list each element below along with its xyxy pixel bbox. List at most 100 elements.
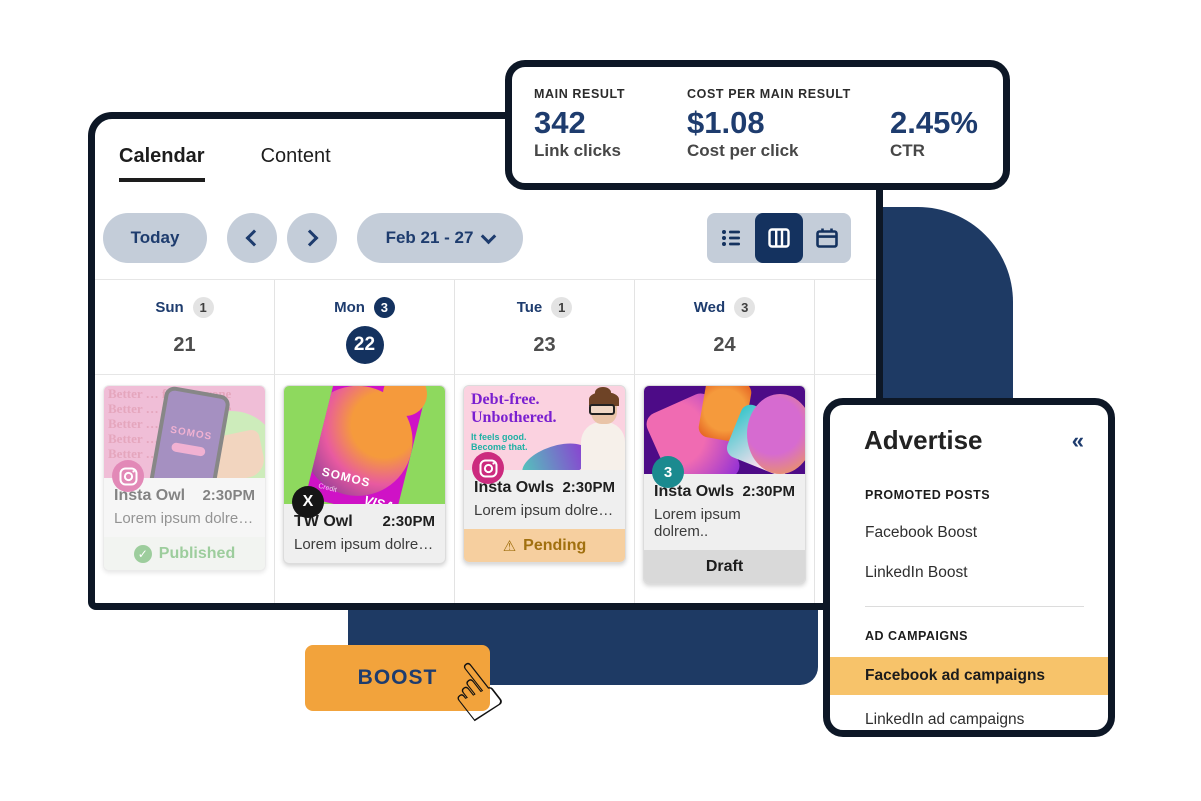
next-week-button[interactable] xyxy=(287,213,337,263)
status-label: Published xyxy=(158,544,236,562)
day-name: Sun xyxy=(155,298,184,316)
x-twitter-icon: X xyxy=(292,486,324,518)
chevron-left-icon xyxy=(245,229,263,247)
post-time: 2:30PM xyxy=(202,487,255,504)
day-name: Wed xyxy=(693,298,726,316)
stat-label: COST PER MAIN RESULT xyxy=(687,87,851,101)
day-header-row: Sun 1 21 Mon 3 22 Tue 1 23 Wed 3 24 xyxy=(95,280,876,374)
stat-value: $1.08 xyxy=(687,105,765,140)
post-image: SOMOS Credit VISA xyxy=(284,386,445,504)
chevron-right-icon xyxy=(301,229,319,247)
artwork-subtext: It feels good. xyxy=(471,432,527,442)
section-heading-promoted-posts: PROMOTED POSTS xyxy=(865,488,991,502)
day-column-mon: SOMOS Credit VISA X TW Owl 2:30PM Lorem … xyxy=(275,375,455,603)
post-excerpt: Lorem ipsum dolre… xyxy=(294,536,434,553)
day-header-tue[interactable]: Tue 1 23 xyxy=(455,280,635,374)
post-excerpt: Lorem ipsum dolrem.. xyxy=(654,506,741,540)
post-count-badge: 3 xyxy=(373,296,395,318)
status-badge-draft: Draft xyxy=(644,550,805,583)
stat-value: 2.45% xyxy=(890,105,978,140)
artwork-visa: VISA xyxy=(362,492,396,504)
status-label: Pending xyxy=(523,536,587,554)
post-card-published[interactable]: Better … for everyone Better … for every… xyxy=(103,385,266,571)
today-button[interactable]: Today xyxy=(103,213,207,263)
stat-sublabel: Link clicks xyxy=(534,141,621,160)
collapse-panel-icon[interactable]: « xyxy=(1071,427,1084,453)
stat-label xyxy=(890,87,978,105)
post-time: 2:30PM xyxy=(562,479,615,496)
post-card-pending[interactable]: Debt-free. Unbothered. It feels good. Be… xyxy=(463,385,626,563)
post-count-badge: 1 xyxy=(551,296,573,318)
stat-cost-per-result: COST PER MAIN RESULT $1.08 Cost per clic… xyxy=(687,87,851,161)
previous-week-button[interactable] xyxy=(227,213,277,263)
post-card-scheduled[interactable]: SOMOS Credit VISA X TW Owl 2:30PM Lorem … xyxy=(283,385,446,564)
tab-bar: Calendar Content xyxy=(119,145,331,182)
day-name: Mon xyxy=(334,298,365,316)
artwork-person-glasses xyxy=(589,404,615,415)
calendar-card: Calendar Content Today Feb 21 - 27 xyxy=(88,112,883,610)
list-view-button[interactable] xyxy=(707,213,755,263)
post-excerpt: Lorem ipsum dolre… xyxy=(114,510,254,527)
instagram-icon xyxy=(472,452,504,484)
post-excerpt: Lorem ipsum dolre… xyxy=(474,502,614,519)
view-toggle-group xyxy=(707,213,851,263)
section-divider xyxy=(865,606,1084,607)
ad-stats-card: MAIN RESULT 342 Link clicks COST PER MAI… xyxy=(505,60,1010,190)
stat-sublabel: Cost per click xyxy=(687,141,799,160)
day-header-wed[interactable]: Wed 3 24 xyxy=(635,280,815,374)
day-header-mon[interactable]: Mon 3 22 xyxy=(275,280,455,374)
date-range-dropdown[interactable]: Feb 21 - 27 xyxy=(357,213,523,263)
tab-content[interactable]: Content xyxy=(260,145,331,167)
toolbar-divider xyxy=(95,279,876,280)
stat-value: 342 xyxy=(534,105,586,140)
week-view-button[interactable] xyxy=(755,213,803,263)
menu-item-linkedin-ad-campaigns[interactable]: LinkedIn ad campaigns xyxy=(865,711,1025,728)
boost-button[interactable]: BOOST xyxy=(305,645,490,711)
post-image: Better … for everyone Better … for every… xyxy=(104,386,265,478)
stat-ctr: 2.45% CTR xyxy=(890,87,978,161)
instagram-icon xyxy=(112,460,144,492)
stat-label: MAIN RESULT xyxy=(534,87,626,101)
artwork-person-hair xyxy=(589,392,619,406)
group-count-badge: 3 xyxy=(652,456,684,488)
menu-item-linkedin-boost[interactable]: LinkedIn Boost xyxy=(865,564,968,581)
post-time: 2:30PM xyxy=(742,483,795,500)
artwork-blob xyxy=(747,394,805,474)
artwork-phone-label: SOMOS xyxy=(169,424,213,443)
day-header-partial xyxy=(815,280,876,374)
day-date-selected: 22 xyxy=(345,326,384,364)
day-column-wed: 3 Insta Owls 2:30PM Lorem ipsum dolrem..… xyxy=(635,375,815,603)
stat-main-result: MAIN RESULT 342 Link clicks xyxy=(534,87,625,161)
artwork-subtext: Become that. xyxy=(471,442,528,452)
chevron-down-icon xyxy=(481,228,497,244)
day-header-sun[interactable]: Sun 1 21 xyxy=(95,280,275,374)
day-name: Tue xyxy=(516,298,543,316)
day-date: 23 xyxy=(533,333,556,356)
post-count-badge: 1 xyxy=(192,296,214,318)
month-view-icon xyxy=(816,228,838,248)
header-divider xyxy=(95,374,876,375)
post-card-draft[interactable]: 3 Insta Owls 2:30PM Lorem ipsum dolrem..… xyxy=(643,385,806,584)
post-time: 2:30PM xyxy=(382,513,435,530)
date-range-label: Feb 21 - 27 xyxy=(385,228,474,247)
artwork-headline: Unbothered. xyxy=(471,409,557,426)
post-count-badge: 3 xyxy=(734,296,756,318)
tab-calendar[interactable]: Calendar xyxy=(119,145,205,182)
account-name: Insta Owls xyxy=(474,479,555,496)
advertise-title: Advertise xyxy=(864,425,983,455)
month-view-button[interactable] xyxy=(803,213,851,263)
post-image: Debt-free. Unbothered. It feels good. Be… xyxy=(464,386,625,470)
menu-item-facebook-ad-campaigns-active[interactable]: Facebook ad campaigns xyxy=(830,657,1108,695)
stat-sublabel: CTR xyxy=(890,141,925,160)
status-badge-published: ✓ Published xyxy=(104,537,265,570)
advertise-panel: Advertise « PROMOTED POSTS Facebook Boos… xyxy=(823,398,1115,737)
list-view-icon xyxy=(722,230,740,246)
day-column-tue: Debt-free. Unbothered. It feels good. Be… xyxy=(455,375,635,603)
status-badge-pending: ⚠ Pending xyxy=(464,529,625,562)
warning-icon: ⚠ xyxy=(502,537,517,555)
menu-item-facebook-boost[interactable]: Facebook Boost xyxy=(865,524,978,541)
day-date: 24 xyxy=(713,333,736,356)
check-icon: ✓ xyxy=(133,544,152,563)
week-view-icon xyxy=(768,228,790,248)
